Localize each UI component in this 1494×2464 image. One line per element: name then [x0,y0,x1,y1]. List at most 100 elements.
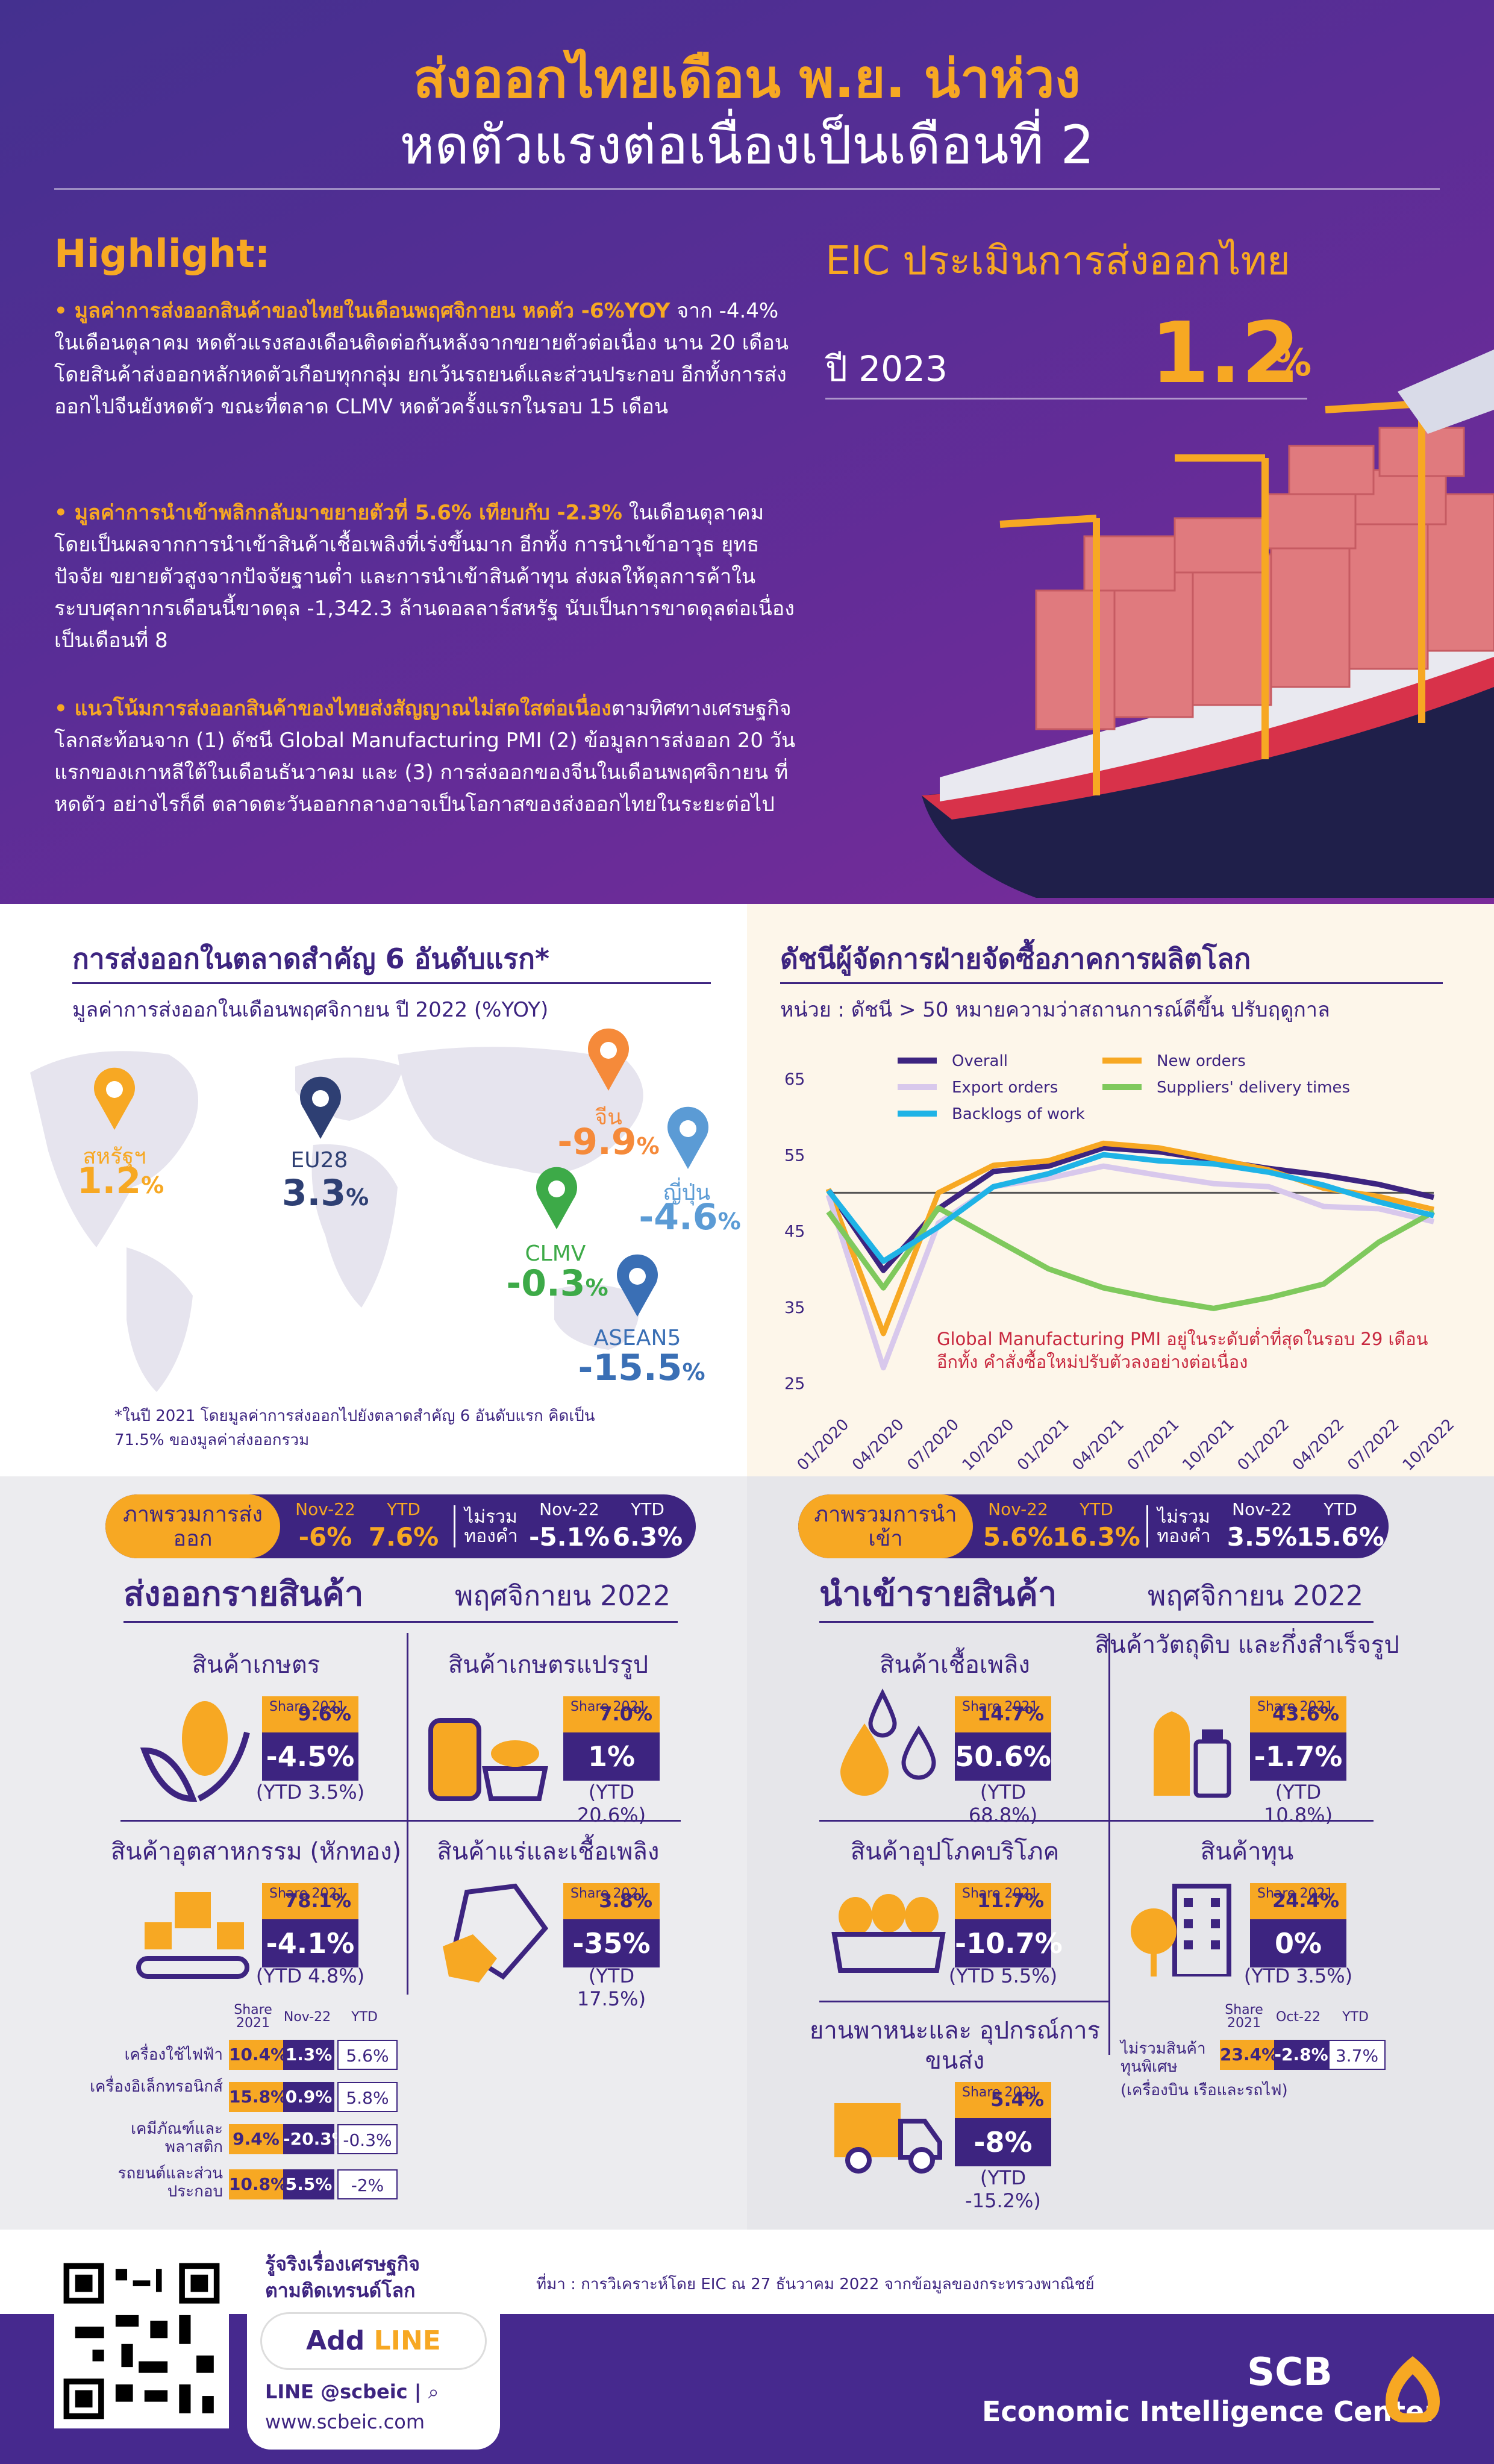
y-tick-label: 35 [784,1299,805,1317]
export-title-rule [123,1621,678,1623]
change-value: 1% [563,1732,660,1781]
pill-divider [454,1505,455,1547]
change-value: -4.1% [262,1919,358,1967]
qr-code[interactable] [54,2254,229,2428]
table-cell-nov: 1.3% [283,2040,334,2070]
conveyor-icon [136,1892,249,1979]
website-link[interactable]: www.scbeic.com [265,2410,425,2433]
ytd-value: (YTD 10.8%) [1263,1781,1333,1826]
scb-logo-icon [1386,2356,1440,2422]
special-header-oct: Oct-22 [1276,2010,1321,2025]
highlight-body: ตามทิศทางเศรษฐกิจโลกสะท้อนจาก (1) ดัชนี … [54,697,796,817]
change-value: -35% [563,1919,660,1967]
ytd-value: (YTD 4.8%) [255,1964,365,1987]
import-ytd-value: 16.3% [1052,1522,1140,1552]
import-title-rule [819,1621,1374,1623]
pmi-title: ดัชนีผู้จัดการฝ่ายจัดซื้อภาคการผลิตโลก [780,942,1251,975]
highlight-body: จาก -4.4% ในเดือนตุลาคม หดตัวแรงสองเดือน… [54,299,789,419]
condiment-bottle-icon [1154,1711,1231,1798]
source-note: ที่มา : การวิเคราะห์โดย EIC ณ 27 ธันวาคม… [536,2275,1095,2293]
import-cat-name: สินค้าวัตถุดิบ และกึ่งสำเร็จรูป [1095,1631,1399,1659]
highlight-lead: แนวโน้มการส่งออกสินค้าของไทยส่งสัญญาณไม่… [74,697,611,721]
x-tick-label: 10/2022 [1399,1415,1458,1470]
legend-label: Backlogs of work [952,1105,1085,1123]
highlight-lead: มูลค่าการส่งออกสินค้าของไทยในเดือนพฤศจิก… [74,299,670,323]
building-icon [1131,1884,1231,1977]
change-value: -8% [955,2118,1051,2166]
highlight-title: Highlight: [54,232,270,277]
grid-divider [120,1820,681,1822]
ytd-value: (YTD 3.5%) [1243,1964,1353,1987]
highlight-item-2: • มูลค่าการนำเข้าพลิกกลับมาขยายตัวที่ 5.… [54,501,795,653]
map-pin-icon [588,1028,629,1091]
y-tick-label: 45 [784,1223,805,1241]
legend-label: Suppliers' delivery times [1157,1079,1350,1097]
pmi-annotation-line2: อีกทั้ง คำสั่งซื้อใหม่ปรับตัวลงอย่างต่อเ… [937,1349,1248,1372]
line-id[interactable]: LINE @scbeic | ⌕ [265,2380,439,2403]
export-excl-ytd-value: 6.3% [612,1522,683,1552]
import-products-title: นำเข้ารายสินค้า [819,1575,1057,1614]
market-name-clmv: CLMV [525,1241,586,1266]
pmi-section [747,904,1494,1476]
headline-line1: ส่งออกไทยเดือน พ.ย. น่าห่วง [413,48,1081,110]
change-value: 50.6% [955,1732,1051,1781]
grid-divider [1108,1633,1110,2055]
share-box: Share 2021 11.7% [955,1883,1051,1919]
table-cell-share: 15.8% [229,2082,287,2112]
import-cat-name: สินค้าทุน [1200,1838,1294,1866]
add-line-button[interactable]: Add LINE [262,2314,485,2368]
x-tick-label: 07/2022 [1344,1415,1403,1470]
y-tick-label: 25 [784,1375,805,1393]
highlight-body: ในเดือนตุลาคม โดยเป็นผลจากการนำเข้าสินค้… [54,501,795,653]
export-summary-label: ภาพรวมการส่งออก [105,1494,280,1558]
legend-label: New orders [1157,1052,1246,1070]
special-row-note: (เครื่องบิน เรือและรถไฟ) [1120,2081,1288,2099]
special-cell-ytd: 3.7% [1328,2040,1386,2070]
export-products-title: ส่งออกรายสินค้า [123,1575,364,1614]
export-ytd-label: YTD [387,1499,420,1519]
export-cat-name: สินค้าเกษตรแปรรูป [448,1651,649,1679]
x-tick-label: 01/2020 [794,1415,853,1470]
highlight-item-3: • แนวโน้มการส่งออกสินค้าของไทยส่งสัญญาณไ… [54,697,796,817]
share-box: Share 2021 78.1% [262,1883,358,1919]
y-tick-label: 65 [784,1070,805,1089]
share-box: Share 2021 14.7% [955,1696,1051,1732]
grid-divider [407,1633,408,1995]
eic-divider [825,398,1307,400]
x-tick-label: 10/2021 [1179,1415,1238,1470]
series-line [826,1152,1435,1264]
table-row-label: เครื่องอิเล็กทรอนิกส์ [90,2078,223,2096]
ytd-value: (YTD 5.5%) [948,1964,1058,1987]
table-cell-share: 10.8% [229,2169,287,2199]
table-row-label: เคมีภัณฑ์และพลาสติก [131,2120,223,2156]
grid-divider [819,2001,1108,2002]
x-tick-label: 01/2021 [1014,1415,1073,1470]
table-cell-nov: 5.5% [283,2169,334,2199]
import-excl-ytd-value: 15.6% [1296,1522,1384,1552]
market-name-china: จีน [595,1105,622,1130]
import-nov-label: Nov-22 [988,1499,1048,1519]
import-excl-gold-label: ไม่รวมทองคำ [1157,1506,1211,1547]
x-tick-label: 04/2020 [849,1415,908,1470]
import-nov-value: 5.6% [983,1522,1054,1552]
x-tick-label: 01/2022 [1234,1415,1293,1470]
ytd-value: (YTD 68.8%) [968,1781,1038,1826]
mineral-icon [443,1883,549,1983]
import-cat-name: สินค้าเชื้อเพลิง [880,1651,1030,1679]
table-cell-share: 9.4% [229,2124,283,2154]
share-box: Share 2021 9.6% [262,1696,358,1732]
export-markets-divider [72,982,711,984]
export-excl-nov-label: Nov-22 [539,1499,599,1519]
series-line [826,1205,1436,1311]
share-box: Share 2021 3.8% [563,1883,660,1919]
export-cat-name: สินค้าแร่และเชื้อเพลิง [437,1838,660,1866]
change-value: 0% [1250,1919,1346,1967]
pmi-subtitle: หน่วย : ดัชนี > 50 หมายความว่าสถานการณ์ด… [780,998,1330,1022]
map-pin-icon [300,1076,341,1139]
eic-forecast-title: EIC ประเมินการส่งออกไทย [825,237,1290,284]
legend-label: Export orders [952,1079,1058,1097]
legend-label: Overall [952,1052,1008,1070]
share-box: Share 2021 24.4% [1250,1883,1346,1919]
table-row-label: รถยนต์และส่วนประกอบ [117,2165,223,2201]
eic-forecast-year: ปี 2023 [825,348,948,389]
